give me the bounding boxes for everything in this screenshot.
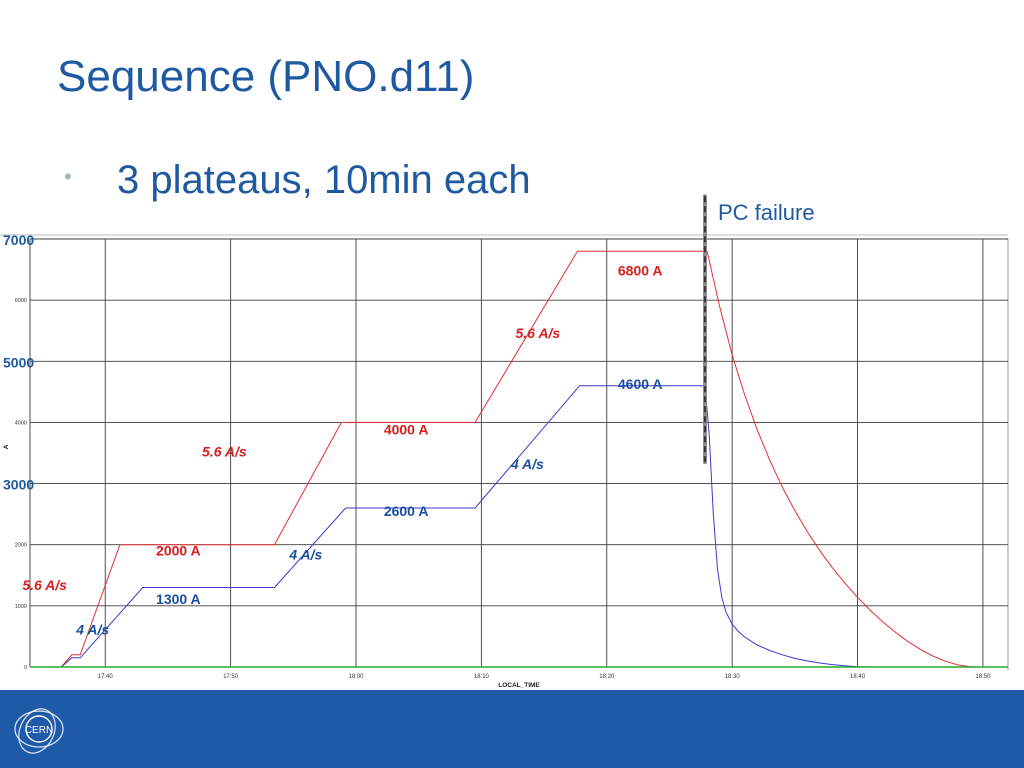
chart-annotation: 2600 A xyxy=(384,503,429,519)
series-line xyxy=(60,250,1008,668)
chart-annotation: 5.6 A/s xyxy=(515,325,560,341)
cern-logo: CERN xyxy=(14,708,64,754)
series-line xyxy=(60,385,1008,668)
chart-annotation: 4 A/s xyxy=(288,546,322,562)
x-tick-label: 18:10 xyxy=(474,674,490,680)
y-tick-label: 1000 xyxy=(15,604,27,610)
bullet-text: 3 plateaus, 10min each xyxy=(117,158,531,202)
chart-annotation: 1300 A xyxy=(156,591,201,607)
chart-annotation: 4000 A xyxy=(384,422,429,438)
chart-series xyxy=(30,250,1008,668)
x-axis-label: LOCAL_TIME xyxy=(498,682,540,689)
y-tick-label: 6000 xyxy=(15,298,27,304)
x-tick-label: 18:30 xyxy=(725,674,741,680)
x-tick-label: 18:40 xyxy=(850,674,866,680)
x-tick-label: 18:20 xyxy=(599,674,615,680)
y-tick-label-large: 3000 xyxy=(3,477,34,493)
chart-annotation: 4600 A xyxy=(618,376,663,392)
x-tick-label: 18:50 xyxy=(975,674,991,680)
current-chart: 17:40 17:50 18:00 18:10 18:20 18:30 18:40 18:50… xyxy=(0,194,1009,689)
x-tick-label: 18:00 xyxy=(348,674,364,680)
chart-annotation: 4 A/s xyxy=(75,622,109,638)
chart-annotation: 6800 A xyxy=(618,263,663,279)
y-tick-label-large: 5000 xyxy=(3,354,34,370)
y-axis-label: A xyxy=(3,444,10,449)
chart-annotation: 4 A/s xyxy=(510,456,544,472)
x-tick-label: 17:40 xyxy=(98,674,114,680)
chart-annotation: 5.6 A/s xyxy=(202,444,247,460)
y-tick-label-large: 7000 xyxy=(3,232,34,248)
pc-failure-label: PC failure xyxy=(718,200,815,225)
pc-failure-marker: PC failure xyxy=(702,194,815,465)
chart-annotation: 5.6 A/s xyxy=(22,577,67,593)
chart-annotations: 6800 A 4600 A 4000 A 2600 A 2000 A 1300 A 5.6 … xyxy=(22,263,662,638)
bullet-dot-icon: • xyxy=(64,164,72,189)
slide-title: Sequence (PNO.d11) xyxy=(57,52,475,101)
cern-logo-text: CERN xyxy=(25,725,53,736)
chart-axes: 17:40 17:50 18:00 18:10 18:20 18:30 18:40 18:50… xyxy=(3,232,991,689)
y-tick-label: 2000 xyxy=(15,543,27,549)
x-tick-label: 17:50 xyxy=(223,674,239,680)
chart-annotation: 2000 A xyxy=(156,543,201,559)
y-tick-label: 0 xyxy=(24,665,27,671)
footer-bar xyxy=(0,690,1024,768)
y-tick-label: 4000 xyxy=(15,420,27,426)
